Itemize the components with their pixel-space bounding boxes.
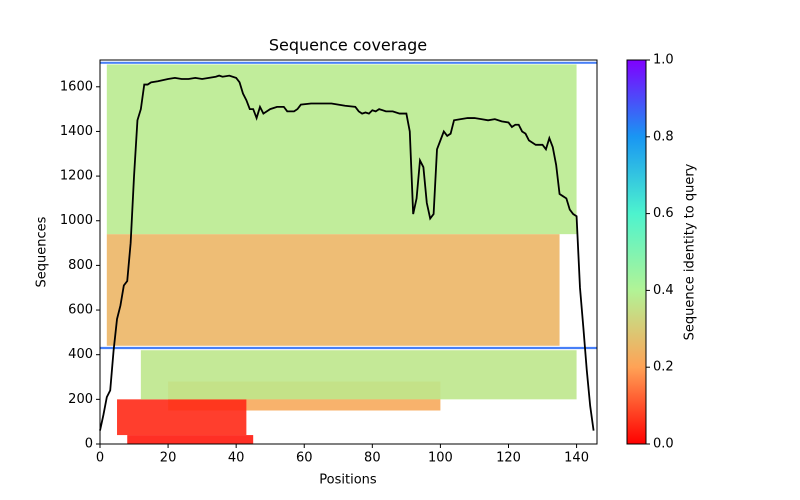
x-tick-label: 100 <box>428 451 453 466</box>
heatmap-block <box>100 346 597 350</box>
y-tick-label: 1000 <box>60 213 93 228</box>
y-axis-label: Sequences <box>35 216 50 287</box>
colorbar-tick-label: 0.4 <box>653 283 674 298</box>
y-tick-label: 1400 <box>60 124 93 139</box>
x-tick-label: 140 <box>564 451 589 466</box>
colorbar-tick-label: 0.8 <box>653 129 674 144</box>
x-axis-label: Positions <box>319 473 377 488</box>
heatmap-block <box>100 61 597 64</box>
y-tick-label: 0 <box>85 437 93 452</box>
x-tick-label: 80 <box>364 451 381 466</box>
x-tick-label: 0 <box>96 451 104 466</box>
heatmap-block <box>140 350 577 400</box>
colorbar-tick-label: 0.0 <box>653 437 674 452</box>
colorbar-tick-label: 1.0 <box>653 53 674 68</box>
x-tick-label: 20 <box>160 451 177 466</box>
y-tick-label: 600 <box>68 303 93 318</box>
heatmap-block <box>106 64 577 235</box>
coverage-line <box>99 74 595 431</box>
heatmap-block <box>117 399 247 436</box>
heatmap-block <box>127 435 254 444</box>
colorbar-label: Sequence identity to query <box>683 163 698 340</box>
plot-area <box>99 61 597 444</box>
y-tick-label: 1200 <box>60 169 93 184</box>
y-tick-label: 400 <box>68 347 93 362</box>
colorbar-tick-label: 0.6 <box>653 206 674 221</box>
colorbar <box>626 59 647 445</box>
x-tick-label: 40 <box>228 451 245 466</box>
y-tick-label: 200 <box>68 392 93 407</box>
heatmap-block <box>106 234 560 346</box>
plot-frame <box>99 59 598 445</box>
x-tick-label: 120 <box>496 451 521 466</box>
x-tick-label: 60 <box>296 451 313 466</box>
chart-title: Sequence coverage <box>269 36 427 55</box>
y-tick-label: 800 <box>68 258 93 273</box>
colorbar-tick-label: 0.2 <box>653 360 674 375</box>
y-tick-label: 1600 <box>60 79 93 94</box>
